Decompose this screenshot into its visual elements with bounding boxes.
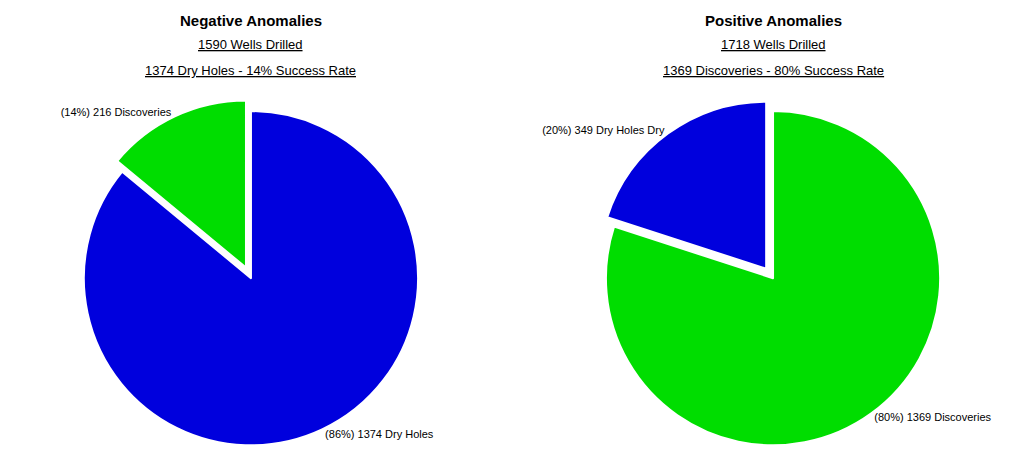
svg-text:1590 Wells Drilled: 1590 Wells Drilled (198, 37, 303, 52)
svg-text:(20%) 349 Dry Holes Dry: (20%) 349 Dry Holes Dry (542, 124, 665, 136)
svg-text:1369 Discoveries - 80% Success: 1369 Discoveries - 80% Success Rate (663, 63, 884, 78)
svg-text:(14%) 216 Discoveries: (14%) 216 Discoveries (61, 106, 172, 118)
svg-text:Positive Anomalies: Positive Anomalies (705, 12, 842, 29)
svg-text:Negative Anomalies: Negative Anomalies (180, 12, 322, 29)
svg-text:(86%) 1374 Dry Holes: (86%) 1374 Dry Holes (325, 428, 434, 440)
svg-text:1374 Dry Holes - 14% Success R: 1374 Dry Holes - 14% Success Rate (145, 63, 356, 78)
svg-text:(80%) 1369 Discoveries: (80%) 1369 Discoveries (874, 411, 991, 423)
svg-text:1718 Wells Drilled: 1718 Wells Drilled (721, 37, 826, 52)
